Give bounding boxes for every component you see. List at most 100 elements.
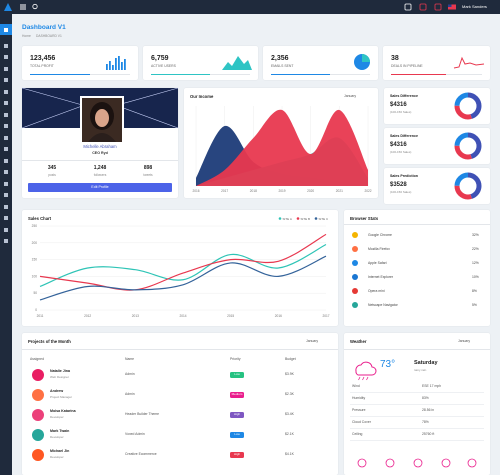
projects-card: Projects of the Month January Assigned Name… <box>22 333 338 475</box>
sidebar-icon <box>4 158 8 163</box>
rain <box>366 376 369 381</box>
area <box>196 109 368 186</box>
profile-photo <box>80 96 124 144</box>
divider <box>344 224 490 225</box>
x-tick-label: 2017 <box>322 314 329 318</box>
forecast-icon <box>385 458 395 468</box>
profile-stat-value: 898 <box>143 165 153 171</box>
stat-icon <box>453 56 485 69</box>
assignee-name: Natalie Jina <box>50 369 70 373</box>
browser-icon <box>352 288 358 294</box>
stat-card: 6,759 ACTIVE USERS <box>143 46 258 80</box>
sidebar-icon <box>4 216 8 220</box>
icon-bar <box>121 62 123 70</box>
dropdown[interactable]: January <box>306 339 319 343</box>
project-name: Voxed Admin <box>125 432 145 436</box>
sales-chart: SITE A SITE B SITE C 0 50 100 150 200 250 2011 201… <box>32 217 330 318</box>
donut-segment <box>454 132 482 160</box>
temperature: 73° <box>380 359 396 370</box>
legend-label: SITE A <box>283 217 292 221</box>
stat-value: 123,456 <box>30 55 56 62</box>
cloud <box>355 361 377 376</box>
dropdown[interactable]: January <box>344 94 357 98</box>
summary-value: $3528 <box>390 182 407 188</box>
donut-segment <box>454 92 482 120</box>
rain <box>358 376 361 381</box>
breadcrumb-item[interactable]: Home <box>22 34 31 38</box>
stat-value: 6,759 <box>151 55 169 62</box>
search-icon <box>32 3 38 10</box>
income-card: Our Income January 2016 2017 2018 2019 2020 202… <box>184 88 378 198</box>
summary-note: (100-150 Sales) <box>390 190 412 194</box>
profile-name: Michelle Abraham <box>83 144 117 149</box>
avatar <box>32 369 44 381</box>
column-header: Priority <box>230 357 241 361</box>
x-tick-label: 2022 <box>364 189 371 193</box>
nav-icon <box>419 3 427 11</box>
user-name[interactable]: Mark Sanders <box>462 4 487 9</box>
icon-slice <box>362 54 370 62</box>
flag <box>448 4 456 10</box>
donut-icon <box>454 132 482 160</box>
summary-card: Sales Prediction $3528 (100-150 Sales) <box>384 168 490 204</box>
legend-swatch <box>296 217 300 220</box>
weather-icon <box>355 361 377 381</box>
budget: $2.1K <box>285 432 294 436</box>
breadcrumb-item: DASHBOARD V1 <box>36 34 62 38</box>
nav-icon <box>404 3 412 11</box>
budget: $2.3K <box>285 392 294 396</box>
browser-card: Browser Stats Google Chrome 32% Mozilla Fir… <box>344 210 490 326</box>
y-tick-label: 250 <box>32 224 38 228</box>
icon-bar <box>112 65 114 70</box>
flag-canton <box>448 4 452 7</box>
dropdown[interactable]: January <box>458 339 471 343</box>
assignee-role: Developer <box>50 415 64 419</box>
photo-face <box>95 109 109 127</box>
divider <box>350 440 484 441</box>
project-name: Admin <box>125 372 135 376</box>
icon-bar <box>109 61 111 70</box>
edit-profile-button[interactable]: Edit Profile <box>28 183 172 192</box>
income-chart: 2016 2017 2018 2019 2020 2021 2022 <box>192 106 372 193</box>
legend-swatch <box>314 217 318 220</box>
x-tick-label: 2014 <box>179 314 186 318</box>
sidebar-icon <box>4 112 8 117</box>
sales-card: Sales Chart SITE A SITE B SITE C 0 50 100 150 20… <box>22 210 338 326</box>
y-tick-label: 0 <box>35 308 37 312</box>
weather-value: 25760 ft <box>422 432 435 436</box>
assignee-role: Web Designer <box>50 375 69 379</box>
priority-badge: High <box>230 411 244 418</box>
priority-badge: High <box>230 451 244 458</box>
forecast-icon <box>441 458 451 468</box>
progress-bar <box>151 74 211 76</box>
page-title: Dashboard V1 <box>22 24 66 31</box>
assignee-role: Developer <box>50 455 64 459</box>
photo-body <box>88 133 116 142</box>
column-header: Assigned <box>30 357 44 361</box>
stat-value: 38 <box>391 55 399 62</box>
browser-name: Opera mini <box>368 288 385 293</box>
assignee-role: Developer <box>50 435 64 439</box>
progress-bar <box>30 74 90 76</box>
chart-title: Sales Chart <box>28 216 52 221</box>
profile-role: CEO Ryd <box>92 151 108 155</box>
progress-bar <box>391 74 446 76</box>
sidebar-icon <box>4 66 8 71</box>
stat-value: 2,356 <box>271 55 289 62</box>
sidebar <box>0 14 12 475</box>
x-tick-label: 2019 <box>278 189 285 193</box>
profile-stat-label: followers <box>93 173 107 177</box>
project-name: Header Builder Theme <box>125 412 160 416</box>
stat-label: TOTAL PROFIT <box>30 64 54 68</box>
button-label[interactable]: Edit Profile <box>91 185 109 189</box>
divider <box>350 392 484 393</box>
x-tick-label: 2012 <box>84 314 91 318</box>
sidebar-icon <box>4 28 8 32</box>
budget: $3.9K <box>285 372 294 376</box>
summary-note: (100-150 Sales) <box>390 150 412 154</box>
weather-label: Wind <box>352 384 360 388</box>
donut-segment <box>454 172 482 200</box>
y-tick-label: 50 <box>33 291 37 295</box>
assignee-name: Michael Jin <box>50 449 70 453</box>
assignee-name: Moisa Katarina <box>50 409 76 413</box>
